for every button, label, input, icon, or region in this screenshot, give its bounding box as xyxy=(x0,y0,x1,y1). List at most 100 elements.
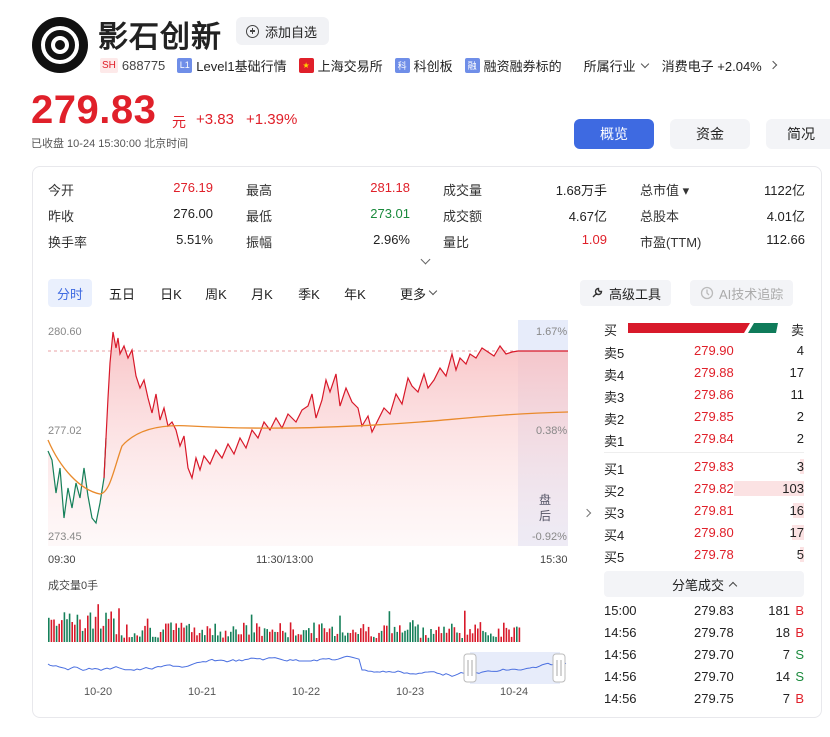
bid-volume-bar xyxy=(792,525,804,540)
bid-label: 买1 xyxy=(604,462,625,477)
x-label-open: 09:30 xyxy=(48,554,76,566)
volume-bar xyxy=(451,623,453,642)
quote-label: 成交量 xyxy=(443,183,483,198)
tab-overview[interactable]: 概览 xyxy=(574,119,654,149)
volume-bar xyxy=(118,608,120,642)
exchange-tag: ★ 上海交易所 xyxy=(298,56,383,75)
period-tab-5[interactable]: 季K xyxy=(290,279,328,307)
volume-bar xyxy=(469,629,471,642)
ask-volume: 2 xyxy=(796,431,804,446)
quote-label: 市盈(TTM) xyxy=(640,235,702,250)
period-label: 分时 xyxy=(56,286,83,302)
trades-toggle-button[interactable]: 分笔成交 xyxy=(604,571,804,597)
volume-bar xyxy=(178,627,180,642)
sell-header: 卖 xyxy=(790,323,804,338)
trade-volume: 18 xyxy=(775,625,790,640)
x-label-noon: 11:30/13:00 xyxy=(256,554,314,566)
ask-label: 卖3 xyxy=(604,390,625,405)
volume-bar xyxy=(105,612,107,642)
volume-bar xyxy=(406,629,409,642)
ai-tracking-button[interactable]: AI技术追踪 xyxy=(690,280,794,306)
period-tab-4[interactable]: 月K xyxy=(243,279,281,307)
y-label-high: 280.60 xyxy=(48,326,82,338)
trade-row: 14:56 279.75 7 B xyxy=(604,688,804,710)
volume-bar xyxy=(193,627,196,642)
tab-funds[interactable]: 资金 xyxy=(670,119,750,149)
ask-price: 279.84 xyxy=(694,431,734,446)
volume-bar xyxy=(513,627,515,642)
sector-link[interactable]: 消费电子 +2.04% xyxy=(662,56,777,75)
volume-bar xyxy=(237,634,240,642)
period-label: 更多 xyxy=(399,286,426,302)
ask-volume: 11 xyxy=(790,387,805,402)
period-tab-1[interactable]: 五日 xyxy=(100,279,144,307)
level1-tag[interactable]: L1 Level1基础行情 xyxy=(177,56,287,75)
period-tab-6[interactable]: 年K xyxy=(336,279,374,307)
volume-bar xyxy=(79,619,81,642)
volume-bar xyxy=(258,626,261,642)
bid-volume-bar xyxy=(793,503,804,518)
trade-time: 15:00 xyxy=(604,603,637,618)
volume-bar xyxy=(354,632,357,642)
volume-bar xyxy=(248,634,250,642)
navigator-right-handle[interactable] xyxy=(552,653,566,683)
period-tab-2[interactable]: 日K xyxy=(152,279,190,307)
volume-bar xyxy=(97,604,99,642)
navigator-date-label: 10-24 xyxy=(500,686,529,698)
volume-bar xyxy=(334,636,336,642)
volume-bar xyxy=(344,635,346,642)
tools-icon xyxy=(592,287,603,298)
volume-bar xyxy=(425,635,427,642)
volume-bar xyxy=(341,632,344,642)
stock-code: 688775 xyxy=(121,57,166,73)
trade-row: 14:56 279.70 14 S xyxy=(604,666,804,688)
volume-bar xyxy=(123,637,125,642)
period-label: 月K xyxy=(251,286,273,302)
price-change: +3.83 xyxy=(196,111,234,128)
level1-label: Level1基础行情 xyxy=(196,58,287,74)
volume-bar xyxy=(201,629,203,642)
trade-time: 14:56 xyxy=(604,691,637,706)
advanced-tools-button[interactable]: 高级工具 xyxy=(580,280,672,306)
volume-bar xyxy=(113,618,115,642)
pct-label-high: 1.67% xyxy=(536,326,568,338)
industry-dropdown[interactable]: 所属行业 xyxy=(584,56,649,75)
quote-label: 量比 xyxy=(443,235,470,250)
volume-bar xyxy=(144,625,146,642)
volume-bar xyxy=(440,633,443,642)
ai-tracking-label: AI技术追踪 xyxy=(719,286,784,302)
period-tab-7[interactable]: 更多 xyxy=(390,279,446,307)
period-tab-0[interactable]: 分时 xyxy=(48,279,92,307)
ask-label: 卖2 xyxy=(604,412,625,427)
volume-bar xyxy=(432,633,435,642)
ask-row: 卖1 279.84 2 xyxy=(604,428,804,450)
volume-bar xyxy=(357,634,359,642)
trade-price: 279.70 xyxy=(694,647,734,662)
volume-bar xyxy=(310,633,313,642)
volume-bar xyxy=(383,625,385,642)
volume-bar xyxy=(375,638,378,642)
period-tab-3[interactable]: 周K xyxy=(197,279,235,307)
ask-label: 卖1 xyxy=(604,434,625,449)
volume-bar xyxy=(438,626,440,642)
bid-label: 买4 xyxy=(604,528,625,543)
ask-row: 卖5 279.90 4 xyxy=(604,340,804,362)
pct-label-low: -0.92% xyxy=(532,531,567,543)
bid-row: 买2 279.82 103 xyxy=(604,478,804,500)
margin-label: 融资融券标的 xyxy=(483,58,562,74)
navigator-left-handle[interactable] xyxy=(463,653,477,683)
tab-profile[interactable]: 简况 xyxy=(766,119,830,149)
trade-side: B xyxy=(795,691,804,706)
volume-bar xyxy=(497,628,500,642)
volume-bar xyxy=(302,630,305,642)
volume-bar xyxy=(456,632,458,642)
volume-bar xyxy=(58,623,60,642)
volume-bar xyxy=(162,629,164,642)
trade-time: 14:56 xyxy=(604,625,637,640)
volume-bar xyxy=(214,623,216,642)
navigator-selection[interactable] xyxy=(470,652,560,684)
volume-bar xyxy=(263,628,266,642)
bid-label: 买2 xyxy=(604,484,625,499)
add-watchlist-button[interactable]: 添加自选 xyxy=(236,17,330,45)
volume-bar xyxy=(323,628,326,642)
